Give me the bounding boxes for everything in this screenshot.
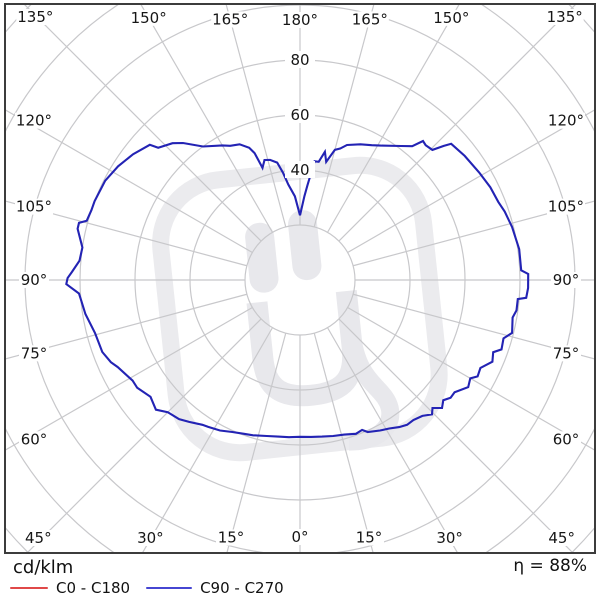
angle-tick-labels: 135° 150° 165° 180° 165° 150° 135° 120° 120° 105°… [15, 8, 585, 547]
svg-text:180°: 180° [282, 11, 318, 29]
svg-text:60°: 60° [553, 430, 580, 448]
svg-text:30°: 30° [436, 529, 463, 547]
svg-text:45°: 45° [548, 529, 575, 547]
svg-text:15°: 15° [356, 529, 383, 547]
svg-text:120°: 120° [548, 112, 584, 130]
legend-swatch-c90-c270 [146, 586, 193, 590]
svg-text:165°: 165° [212, 10, 248, 28]
svg-text:0°: 0° [291, 528, 308, 546]
svg-text:90°: 90° [21, 271, 48, 289]
legend-label-c0-c180: C0 - C180 [56, 579, 131, 597]
svg-text:90°: 90° [553, 271, 580, 289]
svg-text:105°: 105° [16, 198, 52, 216]
legend-label-c90-c270: C90 - C270 [200, 579, 284, 597]
svg-text:60: 60 [290, 106, 309, 124]
svg-text:165°: 165° [352, 10, 388, 28]
svg-text:80: 80 [290, 51, 309, 69]
svg-text:150°: 150° [433, 9, 469, 27]
svg-text:135°: 135° [17, 8, 53, 26]
svg-text:15°: 15° [218, 529, 245, 547]
chart-footer: cd/klm C0 - C180 C90 - C270 η = 88% [0, 553, 600, 600]
svg-text:30°: 30° [137, 529, 164, 547]
svg-text:150°: 150° [131, 9, 167, 27]
svg-text:45°: 45° [25, 529, 52, 547]
radial-tick-labels: 40 60 80 [285, 51, 315, 179]
chart-frame [4, 3, 596, 554]
legend: C0 - C180 C90 - C270 [10, 579, 284, 597]
svg-text:120°: 120° [16, 112, 52, 130]
unit-label: cd/klm [13, 557, 74, 578]
efficiency-value: η = 88% [513, 556, 587, 576]
svg-text:105°: 105° [548, 198, 584, 216]
legend-swatch-c0-c180 [10, 586, 48, 590]
intensity-curve-c90-c270 [65, 139, 530, 439]
svg-text:135°: 135° [547, 8, 583, 26]
svg-text:75°: 75° [553, 344, 580, 362]
svg-text:75°: 75° [21, 344, 48, 362]
svg-text:40: 40 [290, 161, 309, 179]
svg-text:60°: 60° [21, 430, 48, 448]
